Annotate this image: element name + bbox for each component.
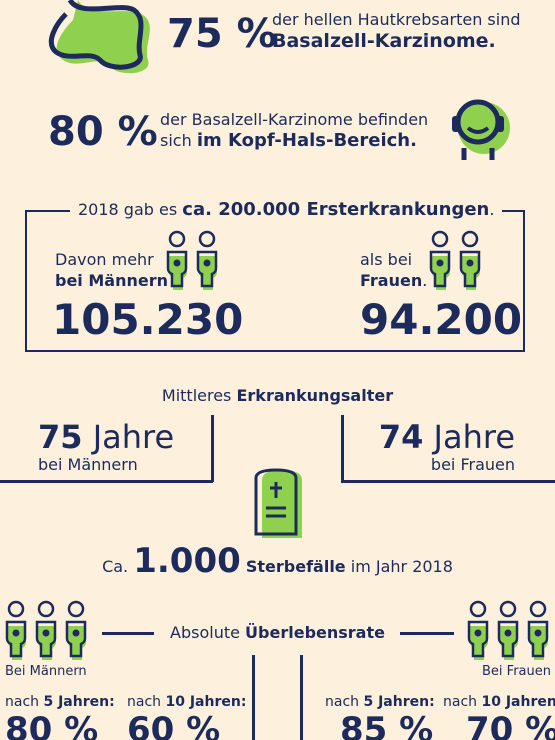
label-bold: Frauen [360,271,423,290]
rate: 80 % [5,710,99,740]
stat-value: 80 % [48,109,158,155]
label-bold: bei Männern [55,271,168,290]
unit: Jahre [92,418,175,456]
section-title: Absolute Überlebensrate [0,623,555,643]
number: 74 [378,418,424,456]
text-bold: 10 Jahren: [165,694,247,710]
text: sich [160,131,192,150]
period: nach 5 Jahren: [5,694,115,710]
text: im Jahr 2018 [350,557,453,576]
skin-icon [48,0,150,74]
stat-value: 75 % [167,11,277,57]
rule [102,632,154,635]
value: 105.230 [52,295,244,344]
number: 75 [38,418,83,456]
grave-icon [254,468,302,538]
text-bold: 5 Jahren: [363,694,435,710]
period: nach 10 Jahren: [443,694,555,710]
unit: Jahre [433,418,515,456]
text-bold: Sterbefälle [245,557,346,576]
text: Mittleres [161,386,232,405]
deaths: Ca. 1.000 Sterbefälle im Jahr 2018 [0,542,555,586]
period: nach 5 Jahren: [325,694,435,710]
stat-text: sich im Kopf-Hals-Bereich. [160,131,417,151]
headset-icon [452,99,510,160]
text: nach [443,694,478,710]
box-title: 2018 gab es ca. 200.000 Ersterkrankungen… [70,199,503,220]
label: Bei Frauen [482,664,551,679]
text: . [422,271,428,290]
age-value: 74 Jahre [379,418,515,456]
text: Ca. [102,557,129,576]
people-icon [429,230,482,290]
text-bold: ca. 200.000 Ersterkrankungen [182,199,490,220]
rule [211,415,214,482]
rule [341,415,344,482]
rule [400,632,454,635]
text-bold: 5 Jahren: [43,694,115,710]
label: bei Frauen [430,455,515,474]
text-bold: im Kopf-Hals-Bereich. [196,130,417,151]
period: nach 10 Jahren: [127,694,246,710]
rate: 70 % [466,710,555,740]
rate: 85 % [340,710,434,740]
text: nach [127,694,162,710]
rule [252,655,255,740]
stat-text-bold: Basalzell-Karzinome. [272,30,496,52]
stat-text: der hellen Hautkrebsarten sind [272,10,521,29]
number: 1.000 [133,541,241,581]
rule [0,480,213,483]
text: Absolute [170,623,240,642]
rate: 60 % [127,710,221,740]
text: nach [325,694,360,710]
stat-text: der Basalzell-Karzinome befinden [160,110,429,129]
text-bold: Überlebensrate [245,623,385,642]
section-title: Mittleres Erkrankungsalter [0,386,555,406]
age-value: 75 Jahre [38,418,174,456]
text-bold: 10 Jahren: [481,694,555,710]
label: Bei Männern [5,664,87,679]
text: . [489,200,495,219]
label: bei Männern [38,455,138,474]
text: 2018 gab es [78,200,178,219]
rule [341,480,555,483]
value: 94.200 [360,295,523,344]
label: Davon mehr [55,250,154,269]
text-bold: Erkrankungsalter [236,386,394,405]
label: als bei [360,250,413,269]
label: Frauen. [360,271,427,291]
rule [300,655,303,740]
people-icon [166,230,219,290]
text: nach [5,694,40,710]
